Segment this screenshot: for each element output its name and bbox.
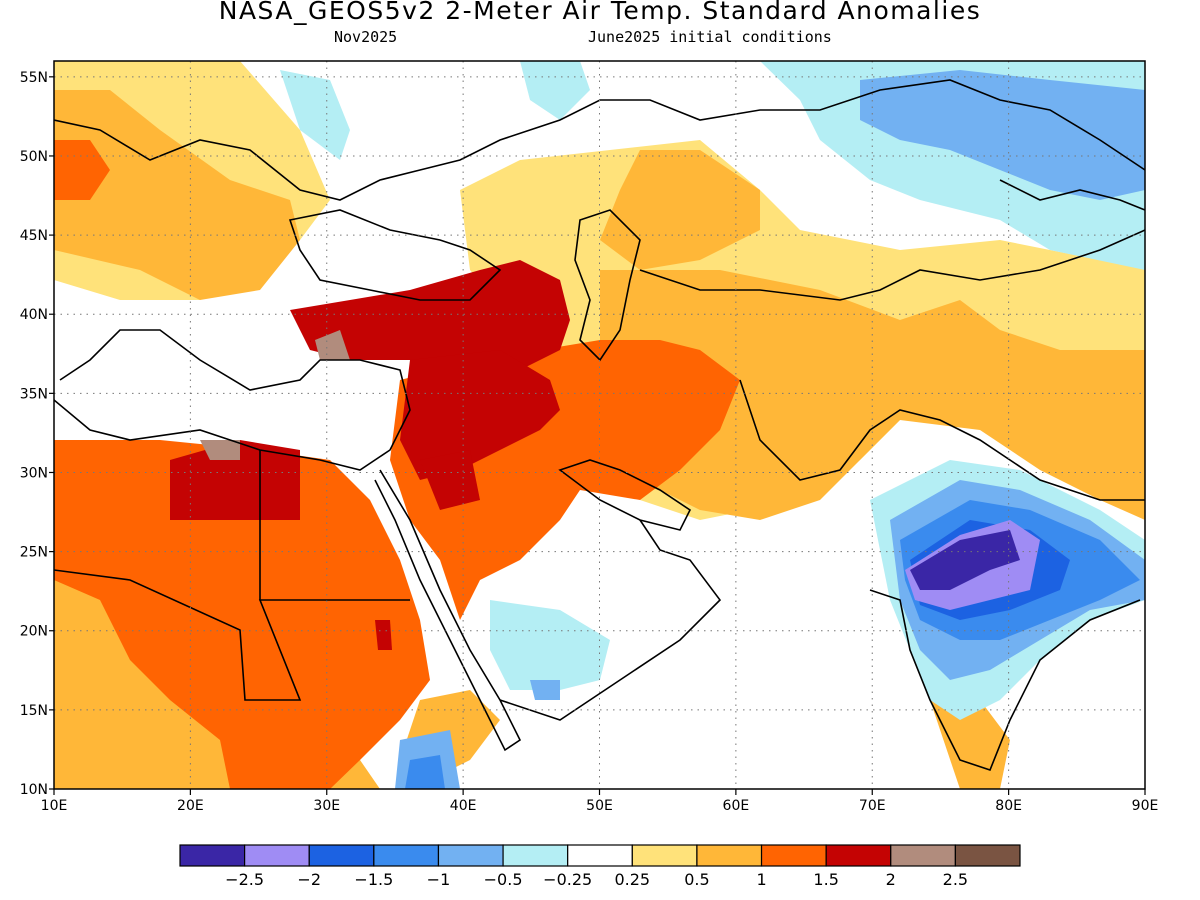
africa-border-outline	[54, 450, 410, 701]
anomaly-region-ethiopia-darkblue	[405, 755, 445, 789]
lon-tick-label: 80E	[995, 798, 1022, 814]
asia-border-outline	[639, 229, 1145, 301]
lon-tick-label: 60E	[723, 798, 750, 814]
lon-tick-label: 10E	[41, 798, 68, 814]
chart-title: NASA_GEOS5v2 2-Meter Air Temp. Standard …	[218, 0, 982, 25]
anomaly-region-yemen-lightblue	[490, 600, 610, 690]
mongolia-border-outline	[999, 179, 1145, 211]
caspian-sea-outline	[574, 209, 641, 362]
lon-tick-label: 40E	[450, 798, 477, 814]
legend-swatch	[631, 844, 698, 867]
legend-label: 0.25	[614, 870, 650, 889]
legend-swatch	[890, 844, 956, 867]
south-asia-border-outline	[739, 379, 1145, 501]
legend-swatch	[179, 844, 246, 867]
anomaly-region-turkey-red	[290, 260, 570, 370]
india-coast-outline	[869, 589, 1141, 771]
lon-tick-label: 50E	[586, 798, 613, 814]
lat-tick-label: 30N	[20, 465, 48, 481]
anomaly-region-india-orange	[930, 700, 1010, 789]
anomaly-region-europe-darkorange	[54, 140, 110, 200]
graticule	[54, 61, 1145, 789]
persian-gulf-outline	[558, 459, 692, 531]
anomaly-region-libya-red	[170, 440, 300, 520]
anomaly-region-siberia-blue	[860, 70, 1145, 200]
anomaly-region-saudi-red	[420, 450, 480, 510]
anomaly-region-europe-lightblue	[280, 70, 350, 160]
black-sea-outline	[288, 209, 502, 301]
valid-month-label: Nov2025	[334, 28, 398, 46]
legend-label: 0.5	[684, 870, 709, 889]
lat-tick-label: 25N	[20, 545, 48, 561]
red-sea-outline	[374, 469, 522, 752]
legend-label: −2	[297, 870, 321, 889]
legend-label: −0.25	[543, 870, 592, 889]
legend-label: −0.5	[484, 870, 523, 889]
anomaly-region-egypt-brown	[200, 440, 240, 460]
anomaly-region-turkey-brown	[315, 330, 350, 360]
lon-tick-label: 20E	[177, 798, 204, 814]
mediterranean-coast-outline	[54, 329, 411, 471]
europe-border-outline	[54, 79, 1145, 201]
anomaly-region-yemen-blue	[530, 680, 560, 700]
legend-swatch	[373, 844, 440, 867]
lat-tick-label: 20N	[20, 624, 48, 640]
lat-tick-label: 45N	[20, 228, 48, 244]
legend-swatch	[696, 844, 763, 867]
lat-tick-label: 15N	[20, 703, 48, 719]
legend-swatch	[567, 844, 633, 867]
lat-tick-label: 35N	[20, 386, 48, 402]
initial-conditions-label: June2025 initial conditions	[588, 28, 832, 46]
anomaly-region-north-lightblue	[520, 61, 590, 120]
legend-label: 2.5	[943, 870, 968, 889]
legend-label: 1	[756, 870, 766, 889]
anomaly-region-europe-orange	[54, 90, 300, 300]
anomaly-region-sahara-darkorange	[54, 440, 430, 789]
anomaly-region-india-indigo	[910, 530, 1020, 590]
coastlines	[54, 79, 1145, 771]
anomaly-region-iraq-red	[400, 350, 560, 480]
legend-label: −1.5	[354, 870, 393, 889]
legend-label: 1.5	[813, 870, 838, 889]
lat-tick-label: 50N	[20, 149, 48, 165]
legend-swatch	[437, 844, 504, 867]
lon-tick-label: 90E	[1132, 798, 1159, 814]
anomaly-region-sudan-red	[375, 620, 392, 650]
legend-swatch	[244, 844, 310, 867]
lon-tick-label: 70E	[859, 798, 886, 814]
lat-tick-label: 40N	[20, 307, 48, 323]
legend-swatch	[954, 844, 1021, 867]
legend-swatch	[308, 844, 375, 867]
legend-label: −2.5	[225, 870, 264, 889]
lat-tick-label: 10N	[20, 782, 48, 798]
color-legend: −2.5 −2 −1.5 −1 −0.5 −0.25 0.25 0.5 1 1.5 2 2.5	[179, 844, 1021, 889]
legend-swatch	[502, 844, 569, 867]
legend-swatch	[760, 844, 827, 867]
legend-swatch	[825, 844, 892, 867]
legend-label: 2	[886, 870, 896, 889]
legend-label: −1	[427, 870, 451, 889]
map-axes: 10E 20E 30E 40E 50E 60E 70E 80E 90E 10N 15N 20N 25N 3…	[20, 70, 1159, 814]
lon-tick-label: 30E	[313, 798, 340, 814]
lat-tick-label: 55N	[20, 70, 48, 86]
